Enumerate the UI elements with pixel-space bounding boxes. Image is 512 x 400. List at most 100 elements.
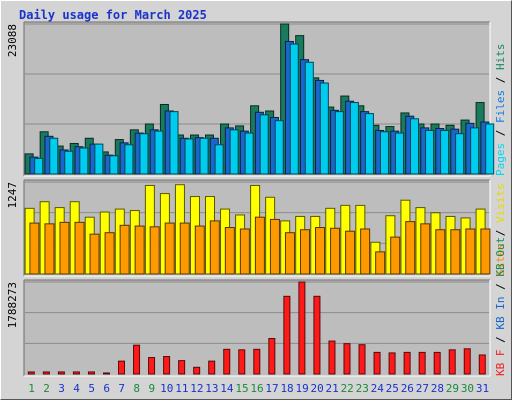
bar-kb-f-day-6 [102,372,110,375]
day-label-3: 3 [58,382,65,395]
bar-sites-day-18 [284,232,295,275]
bar-pages-day-20 [319,82,329,175]
bar-sites-day-22 [345,230,356,275]
bar-kb-f-day-8 [133,344,141,375]
bar-kb-f-day-28 [433,351,441,375]
bar-pages-day-22 [349,102,359,175]
day-label-23: 23 [356,382,369,395]
bar-kb-f-day-20 [313,295,321,375]
bar-pages-day-5 [94,143,104,175]
bar-kb-f-day-23 [358,344,366,375]
legend-hits-files-pages: Pages / Files / Hits [494,44,507,177]
legend-entry: KB In [494,290,507,330]
bar-sites-day-3 [59,221,70,275]
bar-kb-f-day-25 [388,352,396,375]
day-label-28: 28 [431,382,444,395]
bar-sites-day-17 [269,218,280,275]
bar-kb-f-day-14 [223,348,231,375]
bar-pages-day-9 [154,130,164,175]
legend-entry: KB Out [494,237,507,277]
bar-sites-day-5 [89,233,100,275]
bar-kb-f-day-19 [298,281,306,375]
bar-pages-day-1 [34,157,44,175]
legend-entry: Visits [494,183,507,223]
bar-kb-f-day-12 [193,366,201,375]
legend-entry: KB F [494,343,507,376]
bar-pages-day-8 [139,133,149,175]
legend-entry: / [494,330,507,343]
bar-kb-f-day-5 [87,371,95,375]
bar-kb-f-day-18 [283,295,291,375]
day-label-1: 1 [28,382,35,395]
bar-sites-day-15 [239,228,250,275]
bar-pages-day-7 [124,144,134,175]
bar-sites-day-20 [315,227,326,275]
bar-kb-f-day-21 [328,340,336,375]
bar-pages-day-26 [410,118,420,175]
day-label-10: 10 [160,382,173,395]
bar-sites-day-16 [254,216,265,275]
bar-pages-day-19 [304,61,314,175]
legend-entry: Hits [494,44,507,71]
y-max-label: 1247 [6,182,19,209]
bar-sites-day-6 [104,232,115,275]
day-label-20: 20 [311,382,324,395]
bar-kb-f-day-4 [72,371,80,375]
bar-kb-f-day-15 [238,349,246,375]
bar-sites-day-10 [164,222,175,275]
bar-kb-f-day-10 [163,356,171,375]
day-label-31: 31 [476,382,489,395]
day-label-15: 15 [235,382,248,395]
day-label-25: 25 [386,382,399,395]
bar-pages-day-14 [229,129,239,175]
bar-pages-day-31 [485,123,495,175]
bar-pages-day-18 [289,43,299,175]
bar-sites-day-31 [480,228,491,275]
day-label-11: 11 [175,382,188,395]
bar-pages-day-25 [394,132,404,175]
legend-entry: / [494,223,507,236]
bar-sites-day-13 [209,220,220,275]
bar-sites-day-28 [435,229,446,275]
bar-kb-f-day-30 [463,348,471,375]
day-label-14: 14 [220,382,234,395]
day-label-9: 9 [148,382,155,395]
bar-pages-day-28 [440,129,450,175]
day-label-29: 29 [446,382,459,395]
day-label-21: 21 [326,382,339,395]
day-label-16: 16 [250,382,263,395]
bar-pages-day-10 [169,111,179,175]
bar-sites-day-29 [450,229,461,275]
bar-kb-f-day-27 [418,351,426,375]
bar-sites-day-8 [134,225,145,275]
bar-kb-f-day-16 [253,348,261,375]
bar-pages-day-2 [49,137,59,175]
day-label-19: 19 [295,382,308,395]
bar-sites-day-19 [299,229,310,275]
legend-entry: / [494,277,507,290]
day-label-27: 27 [416,382,429,395]
day-label-2: 2 [43,382,50,395]
legend-entry: / [494,70,507,83]
day-label-30: 30 [461,382,474,395]
bar-pages-day-16 [259,114,269,175]
bar-kb-f-day-1 [27,371,35,375]
bar-pages-day-4 [79,147,89,175]
bar-kb-f-day-2 [42,371,50,375]
y-max-label: 1788273 [6,282,19,328]
bar-pages-day-15 [244,132,254,175]
bar-kb-f-day-31 [478,354,486,375]
bar-pages-day-23 [364,113,374,175]
day-label-26: 26 [401,382,414,395]
day-label-7: 7 [118,382,125,395]
bar-pages-day-13 [214,144,224,175]
bar-sites-day-9 [149,226,160,275]
bar-pages-day-24 [379,131,389,175]
bar-kb-f-day-22 [343,343,351,375]
bar-kb-f-day-26 [403,351,411,375]
bar-sites-day-30 [465,228,476,275]
day-label-13: 13 [205,382,218,395]
bar-pages-day-17 [274,120,284,175]
day-label-8: 8 [133,382,140,395]
bar-kb-f-day-13 [208,360,216,375]
